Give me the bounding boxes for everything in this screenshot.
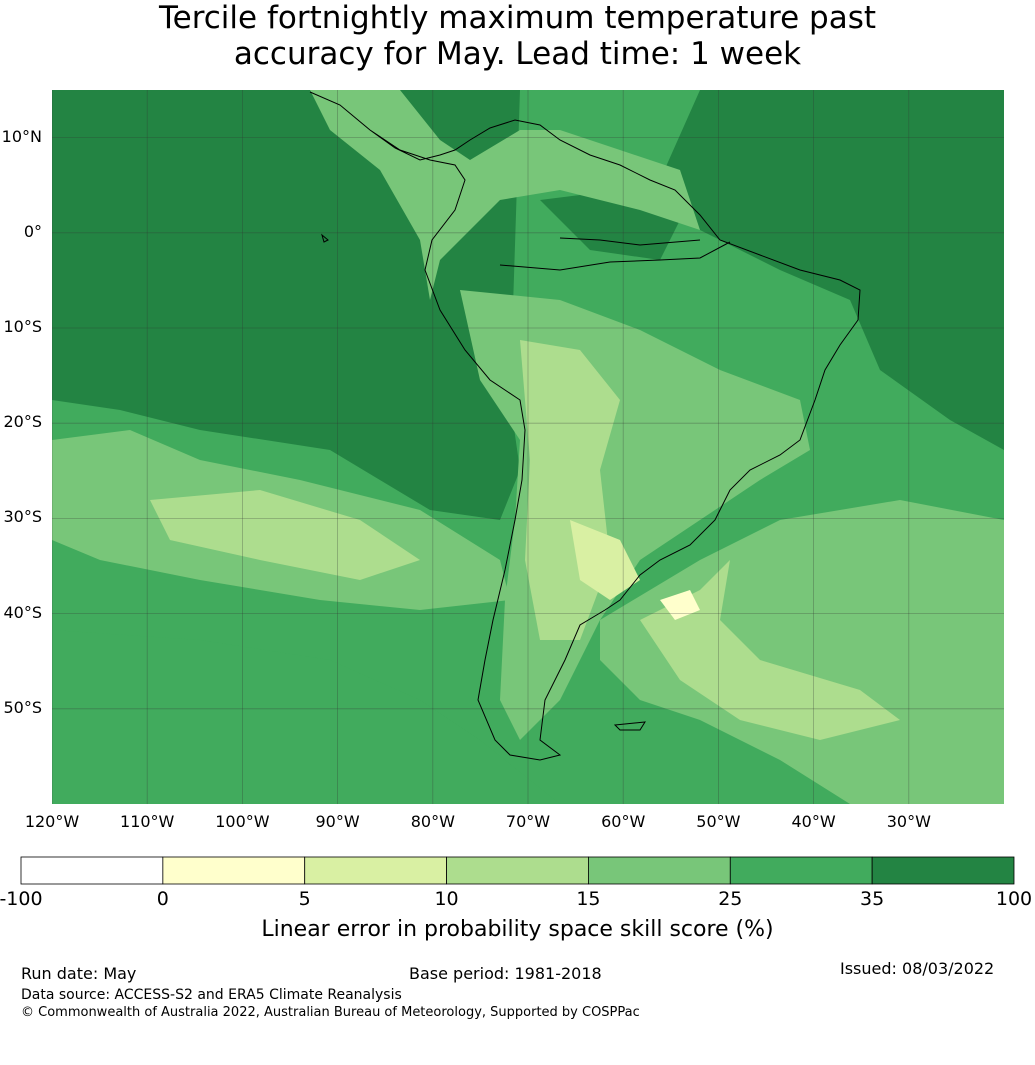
run-date: Run date: May — [21, 964, 137, 983]
copyright: © Commonwealth of Australia 2022, Austra… — [21, 1005, 640, 1020]
colorbar-swatch — [446, 856, 589, 885]
skill-field-atlantic-high — [660, 90, 1004, 450]
lat-label: 20°S — [3, 412, 42, 432]
colorbar-tick-label: 100 — [995, 888, 1033, 910]
skill-field-atlantic-spot — [660, 590, 700, 620]
lat-label: 30°S — [3, 507, 42, 527]
colorbar-swatch — [871, 856, 1015, 885]
lon-label: 110°W — [120, 812, 175, 831]
lat-label: 0° — [23, 221, 42, 241]
colorbar-tick-label: 0 — [156, 888, 169, 910]
colorbar-tick-label: 35 — [860, 888, 885, 910]
lon-label: 50°W — [696, 812, 741, 831]
colorbar-tick-label: -100 — [0, 888, 43, 910]
lon-label: 60°W — [601, 812, 646, 831]
colorbar-swatch — [729, 856, 873, 885]
lon-label: 30°W — [886, 812, 931, 831]
lon-label: 120°W — [24, 812, 80, 831]
lat-label: 10°N — [1, 126, 42, 146]
lon-label: 80°W — [410, 812, 455, 831]
graticule — [52, 90, 1004, 804]
lat-label: 40°S — [3, 602, 42, 622]
colorbar-tick-label: 5 — [298, 888, 311, 910]
colorbar-swatch — [20, 856, 164, 885]
colorbar-label: Linear error in probability space skill … — [261, 917, 774, 942]
title-line-1: Tercile fortnightly maximum temperature … — [158, 0, 877, 36]
skill-field-south-atlantic-low — [640, 560, 900, 740]
skill-field-south-pacific-low — [150, 490, 420, 580]
colorbar — [20, 856, 1015, 885]
colorbar-swatch — [588, 856, 731, 885]
lat-label: 10°S — [3, 317, 42, 336]
lon-label: 40°W — [791, 812, 836, 831]
skill-field-northern-coast-moderate — [310, 90, 700, 300]
data-source: Data source: ACCESS-S2 and ERA5 Climate … — [21, 987, 402, 1003]
coastline — [309, 91, 861, 761]
title-line-2: accuracy for May. Lead time: 1 week — [233, 36, 802, 72]
issued-date: Issued: 08/03/2022 — [840, 959, 995, 978]
base-period: Base period: 1981-2018 — [409, 964, 602, 983]
colorbar-tick-label: 25 — [718, 888, 743, 910]
map-plot-area — [52, 90, 1004, 804]
colorbar-swatch — [162, 856, 306, 885]
colorbar-swatch — [304, 856, 447, 885]
skill-field-south-atlantic-moderate — [600, 500, 1004, 804]
lon-label: 70°W — [505, 812, 551, 831]
lon-label: 100°W — [215, 812, 270, 831]
skill-field-pampas-lowest — [570, 520, 640, 600]
chart-title: Tercile fortnightly maximum temperature … — [0, 0, 1035, 72]
skill-map — [52, 90, 1004, 804]
colorbar-tick-label: 10 — [434, 888, 459, 910]
lat-label: 50°S — [3, 697, 42, 717]
lon-label: 90°W — [315, 812, 360, 831]
skill-field-south-pacific-band — [52, 630, 560, 804]
colorbar-tick-label: 15 — [576, 888, 601, 910]
